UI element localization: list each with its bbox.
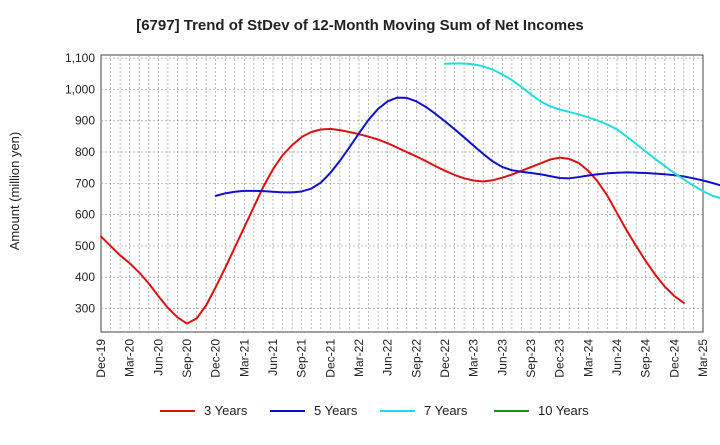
y-tick-label: 600	[75, 208, 95, 222]
legend-label: 7 Years	[424, 403, 468, 418]
x-tick-label: Jun-22	[381, 339, 395, 376]
x-tick-label: Dec-23	[553, 339, 567, 378]
x-tick-label: Jun-21	[266, 339, 280, 376]
legend-item: 10 Years	[494, 403, 589, 418]
legend: 3 Years 5 Years 7 Years 10 Years	[160, 403, 589, 418]
y-tick-label: 500	[75, 239, 95, 253]
y-tick-label: 900	[75, 114, 95, 128]
x-tick-label: Mar-21	[237, 339, 251, 377]
x-tick-label: Sep-23	[524, 339, 538, 378]
series-line-2	[214, 96, 720, 197]
x-tick-label: Mar-24	[581, 339, 595, 377]
legend-label: 10 Years	[538, 403, 589, 418]
legend-label: 3 Years	[204, 403, 248, 418]
y-tick-label: 400	[75, 270, 95, 284]
x-tick-label: Dec-19	[94, 339, 108, 378]
y-tick-label: 1,000	[65, 82, 95, 96]
x-tick-label: Dec-20	[209, 339, 223, 378]
legend-label: 5 Years	[314, 403, 358, 418]
plot-area: 300 400 500 600 700 800 900 1,000 1,100 Dec-19 Mar…	[65, 51, 720, 378]
x-tick-label: Dec-24	[667, 339, 681, 378]
plot-frame	[100, 54, 704, 333]
x-tick-label: Sep-21	[295, 339, 309, 378]
y-tick-label: 800	[75, 145, 95, 159]
x-tick-label: Mar-23	[467, 339, 481, 377]
y-axis-label: Amount (million yen)	[7, 132, 22, 251]
x-tick-label: Sep-20	[180, 339, 194, 378]
x-tick-label: Mar-25	[696, 339, 710, 377]
x-tick-label: Jun-23	[495, 339, 509, 376]
series-line-1	[100, 127, 685, 325]
legend-item: 3 Years	[160, 403, 248, 418]
legend-item: 7 Years	[380, 403, 468, 418]
x-tick-label: Mar-22	[352, 339, 366, 377]
x-tick-label: Dec-22	[438, 339, 452, 378]
x-tick-label: Sep-24	[639, 339, 653, 378]
legend-item: 5 Years	[270, 403, 358, 418]
chart-title: [6797] Trend of StDev of 12-Month Moving…	[136, 17, 584, 34]
series-line-3	[444, 62, 720, 199]
x-tick-label: Dec-21	[323, 339, 337, 378]
y-tick-label: 300	[75, 302, 95, 316]
y-tick-label: 700	[75, 176, 95, 190]
x-tick-label: Sep-22	[409, 339, 423, 378]
x-tick-label: Jun-20	[151, 339, 165, 376]
y-tick-label: 1,100	[65, 51, 95, 65]
x-tick-label: Mar-20	[123, 339, 137, 377]
x-tick-label: Jun-24	[610, 339, 624, 376]
